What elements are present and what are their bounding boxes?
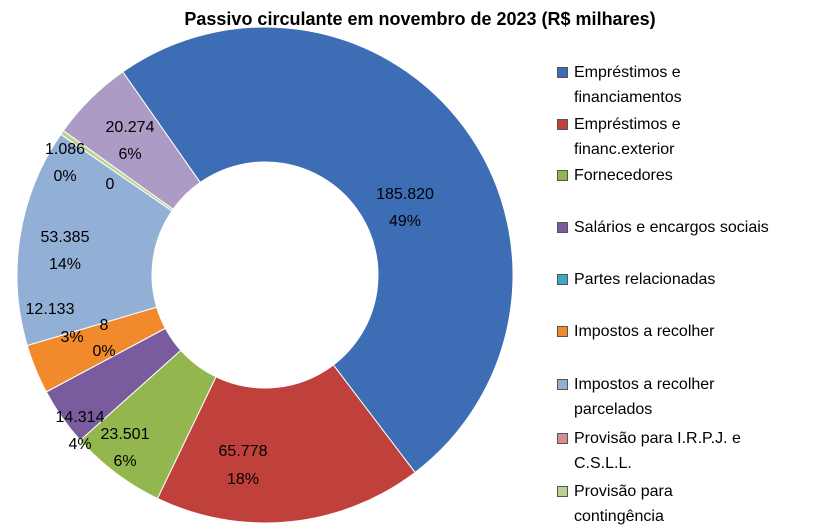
percent-label: 6% xyxy=(118,146,141,163)
value-label: 65.778 xyxy=(219,443,268,460)
percent-label: 49% xyxy=(389,213,421,230)
donut-slice xyxy=(122,26,514,474)
legend-label: Fornecedores xyxy=(574,167,673,184)
percent-label: 4% xyxy=(68,436,91,453)
legend-label: Salários e encargos sociais xyxy=(574,219,769,236)
legend-label: Partes relacionadas xyxy=(574,271,716,288)
donut-slice xyxy=(156,364,416,524)
legend-swatch xyxy=(557,274,568,285)
value-label: 14.314 xyxy=(56,409,105,426)
legend-swatch xyxy=(557,486,568,497)
legend-label: Empréstimos e financ.exterior xyxy=(574,116,681,158)
legend-label: Impostos a recolher parcelados xyxy=(574,376,715,418)
legend-label: Provisão para I.R.P.J. e C.S.L.L. xyxy=(574,430,741,472)
value-label: 23.501 xyxy=(101,426,150,443)
chart-title: Passivo circulante em novembro de 2023 (… xyxy=(184,9,655,29)
legend-swatch xyxy=(557,433,568,444)
donut-slice xyxy=(62,71,201,210)
percent-label: 14% xyxy=(49,256,81,273)
legend-label: Empréstimos e financiamentos xyxy=(574,64,682,106)
value-label: 8 xyxy=(100,317,109,334)
legend-swatch xyxy=(557,119,568,130)
percent-label: 18% xyxy=(227,471,259,488)
percent-label: 0% xyxy=(92,343,115,360)
value-label: 185.820 xyxy=(376,186,434,203)
percent-label: 6% xyxy=(113,453,136,470)
donut-slice xyxy=(16,133,173,347)
percent-label: 3% xyxy=(60,329,83,346)
value-label: 20.274 xyxy=(106,119,155,136)
legend-label: Provisão para contingência xyxy=(574,483,673,525)
legend-swatch xyxy=(557,379,568,390)
value-label: 1.086 xyxy=(45,141,85,158)
legend-swatch xyxy=(557,67,568,78)
percent-label: 0% xyxy=(53,168,76,185)
legend-label: Impostos a recolher xyxy=(574,323,715,340)
legend-swatch xyxy=(557,222,568,233)
legend-swatch xyxy=(557,170,568,181)
legend-swatch xyxy=(557,326,568,337)
value-label: 53.385 xyxy=(41,229,90,246)
value-label: 12.133 xyxy=(26,301,75,318)
value-label: 0 xyxy=(106,176,115,193)
